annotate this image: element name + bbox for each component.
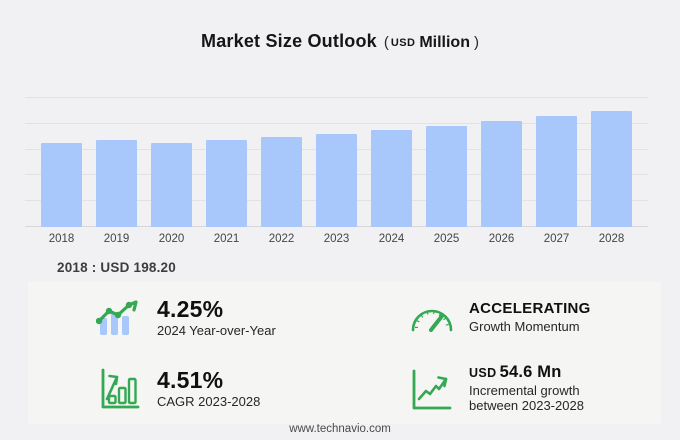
bar-slot-2019 bbox=[89, 98, 144, 227]
x-tick-label-2027: 2027 bbox=[543, 233, 570, 245]
bar-slot-2027 bbox=[529, 98, 584, 227]
bar-2027 bbox=[536, 116, 577, 227]
bar-2020 bbox=[151, 142, 192, 227]
cagr-value: 4.51% bbox=[157, 366, 224, 393]
bar-slot-2025 bbox=[419, 98, 474, 227]
stat-incremental: USD 54.6 Mn Incremental growth between 20… bbox=[370, 353, 661, 424]
line-growth-axis-icon bbox=[404, 365, 458, 413]
bar-2022 bbox=[261, 137, 302, 227]
bar-slot-2028 bbox=[584, 98, 639, 227]
bar-slot-2018 bbox=[34, 98, 89, 227]
cagr-label: CAGR 2023-2028 bbox=[157, 394, 261, 410]
bar-2025 bbox=[426, 125, 467, 227]
yoy-value: 4.25% bbox=[157, 295, 224, 322]
x-tick-label-2021: 2021 bbox=[213, 233, 240, 245]
bar-slot-2024 bbox=[364, 98, 419, 227]
bar-2023 bbox=[316, 133, 357, 227]
growth-bars-arrow-icon bbox=[92, 366, 146, 412]
stat-cagr: 4.51% CAGR 2023-2028 bbox=[28, 353, 370, 424]
x-tick-label-2019: 2019 bbox=[103, 233, 130, 245]
bar-slot-2021 bbox=[199, 98, 254, 227]
bar-chart-plot bbox=[25, 97, 648, 227]
x-tick-label-2028: 2028 bbox=[598, 233, 625, 245]
bar-2026 bbox=[481, 121, 522, 227]
x-tick-label-2025: 2025 bbox=[433, 233, 460, 245]
title-currency: USD bbox=[390, 37, 416, 49]
bar-slot-2022 bbox=[254, 98, 309, 227]
incremental-label-line2: between 2023-2028 bbox=[469, 398, 584, 414]
base-year-annotation: 2018 : USD 198.20 bbox=[57, 260, 176, 275]
bars-trendline-icon bbox=[92, 298, 146, 338]
incremental-label-line1: Incremental growth bbox=[469, 383, 580, 399]
chart-title: Market Size Outlook (USD Million) bbox=[0, 31, 680, 52]
x-tick-label-2023: 2023 bbox=[323, 233, 350, 245]
stat-momentum: ACCELERATING Growth Momentum bbox=[370, 282, 661, 353]
stat-yoy: 4.25% 2024 Year-over-Year bbox=[28, 282, 370, 353]
grid-line bbox=[25, 97, 648, 98]
title-paren-close: ) bbox=[473, 34, 479, 51]
footer-url: www.technavio.com bbox=[289, 423, 391, 435]
x-axis-labels: 2018 2019 2020 2021 2022 2023 2024 2025 2026 2027… bbox=[25, 233, 648, 245]
incremental-value: 54.6 Mn bbox=[499, 362, 562, 381]
x-tick-label-2024: 2024 bbox=[378, 233, 405, 245]
bar-2019 bbox=[96, 140, 137, 227]
momentum-value: ACCELERATING bbox=[469, 300, 591, 318]
x-tick-label-2022: 2022 bbox=[268, 233, 295, 245]
grid-line bbox=[25, 122, 648, 124]
x-tick-label-2018: 2018 bbox=[48, 233, 75, 245]
bar-2028 bbox=[591, 110, 632, 227]
yoy-label: 2024 Year-over-Year bbox=[157, 323, 276, 339]
momentum-label: Growth Momentum bbox=[469, 318, 580, 334]
title-paren-open: ( bbox=[383, 34, 389, 51]
x-tick-label-2020: 2020 bbox=[158, 233, 185, 245]
incremental-currency: USD bbox=[469, 365, 497, 380]
bar-2018 bbox=[41, 143, 82, 227]
bar-series bbox=[25, 98, 648, 227]
bar-slot-2020 bbox=[144, 98, 199, 227]
stats-panel: 4.25% 2024 Year-over-Year ACCELERATING G… bbox=[28, 282, 661, 424]
bar-2021 bbox=[206, 139, 247, 227]
bar-slot-2026 bbox=[474, 98, 529, 227]
title-unit: Million bbox=[419, 34, 470, 51]
chart-title-main: Market Size Outlook bbox=[201, 31, 377, 51]
bar-2024 bbox=[371, 129, 412, 227]
bar-slot-2023 bbox=[309, 98, 364, 227]
gauge-icon bbox=[404, 299, 458, 337]
x-tick-label-2026: 2026 bbox=[488, 233, 515, 245]
